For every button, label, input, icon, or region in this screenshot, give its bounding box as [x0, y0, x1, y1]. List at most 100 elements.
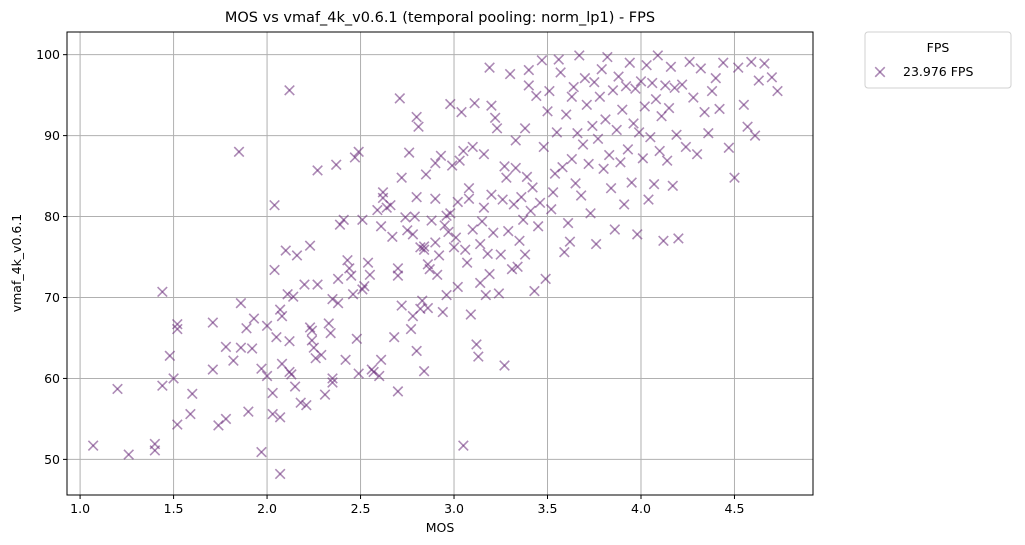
data-point [738, 99, 750, 111]
data-point [658, 235, 669, 247]
data-point [246, 343, 258, 354]
data-point [284, 335, 295, 347]
x-axis-ticks: 1.0 1.5 2.0 2.5 3.0 3.5 4.0 4.5 [70, 495, 744, 516]
data-point [429, 193, 441, 205]
data-point [295, 397, 307, 409]
data-point [461, 257, 473, 269]
data-point [540, 273, 551, 285]
data-point [304, 240, 316, 252]
y-axis-label: vmaf_4k_v0.6.1 [9, 214, 24, 313]
data-point [327, 377, 338, 388]
data-point [512, 261, 523, 273]
data-point [467, 141, 479, 153]
data-point [667, 180, 679, 192]
data-point [759, 58, 770, 69]
data-point [338, 214, 350, 226]
data-point [635, 76, 647, 87]
data-point [444, 207, 456, 219]
data-point [228, 355, 239, 366]
data-point [271, 331, 282, 343]
data-point [519, 122, 531, 134]
data-point [501, 172, 512, 184]
data-point [388, 331, 400, 343]
data-point [684, 56, 695, 68]
data-point [628, 118, 639, 129]
data-point [256, 363, 267, 375]
data-point [418, 241, 430, 252]
data-point [618, 199, 630, 210]
data-point [702, 127, 714, 139]
legend: FPS 23.976 FPS [864, 31, 1012, 89]
x-tick-label: 3.5 [538, 501, 558, 516]
data-point [327, 293, 338, 305]
data-point [654, 145, 666, 157]
data-point [570, 178, 581, 189]
data-point [362, 257, 374, 269]
data-point [375, 354, 387, 366]
data-point [439, 220, 451, 231]
data-point [480, 289, 492, 301]
data-point [446, 160, 458, 171]
data-point [394, 93, 406, 104]
y-tick-label: 50 [44, 452, 60, 467]
data-point [433, 250, 445, 261]
data-point [426, 215, 437, 226]
data-point [482, 248, 494, 260]
data-point [626, 177, 637, 188]
data-point [471, 339, 482, 350]
data-point [386, 231, 398, 243]
data-point [405, 323, 417, 335]
data-point [577, 139, 589, 150]
data-point [680, 141, 692, 153]
x-tick-label: 2.5 [351, 501, 371, 516]
data-point [185, 408, 196, 420]
data-point [714, 103, 725, 115]
data-point [164, 350, 176, 362]
data-point [261, 320, 273, 332]
data-point [207, 317, 219, 328]
data-point [560, 109, 572, 120]
data-point [429, 237, 441, 248]
y-tick-label: 90 [44, 128, 60, 143]
legend-marker [874, 66, 886, 78]
data-point [587, 120, 598, 132]
data-point [418, 365, 430, 377]
data-point [538, 141, 550, 153]
data-point [357, 214, 368, 226]
data-point [510, 162, 522, 174]
data-point [478, 148, 490, 160]
data-point [530, 90, 542, 102]
data-point [392, 386, 404, 397]
data-point [652, 50, 664, 61]
data-point [233, 146, 245, 158]
data-point [149, 445, 161, 456]
data-point [630, 83, 641, 94]
data-point [611, 124, 623, 136]
data-point [641, 59, 652, 71]
data-point [327, 373, 338, 384]
data-point [472, 351, 484, 362]
data-point [573, 50, 585, 61]
data-point [299, 279, 310, 290]
data-point [274, 468, 286, 480]
data-point [519, 249, 531, 260]
data-point [594, 91, 606, 103]
data-point [353, 368, 365, 379]
data-point [282, 288, 293, 300]
data-point [235, 342, 247, 354]
data-point [411, 111, 422, 123]
data-point [583, 158, 594, 170]
data-point [602, 51, 613, 63]
data-point [620, 80, 632, 92]
data-point [319, 389, 331, 400]
data-point [435, 150, 447, 162]
data-point [248, 313, 260, 324]
data-point [613, 71, 624, 82]
data-point [403, 147, 415, 158]
data-point [476, 216, 488, 227]
data-point [745, 56, 757, 68]
data-point [555, 67, 566, 78]
data-point [342, 254, 353, 266]
data-point [527, 182, 538, 193]
data-point [566, 91, 578, 103]
